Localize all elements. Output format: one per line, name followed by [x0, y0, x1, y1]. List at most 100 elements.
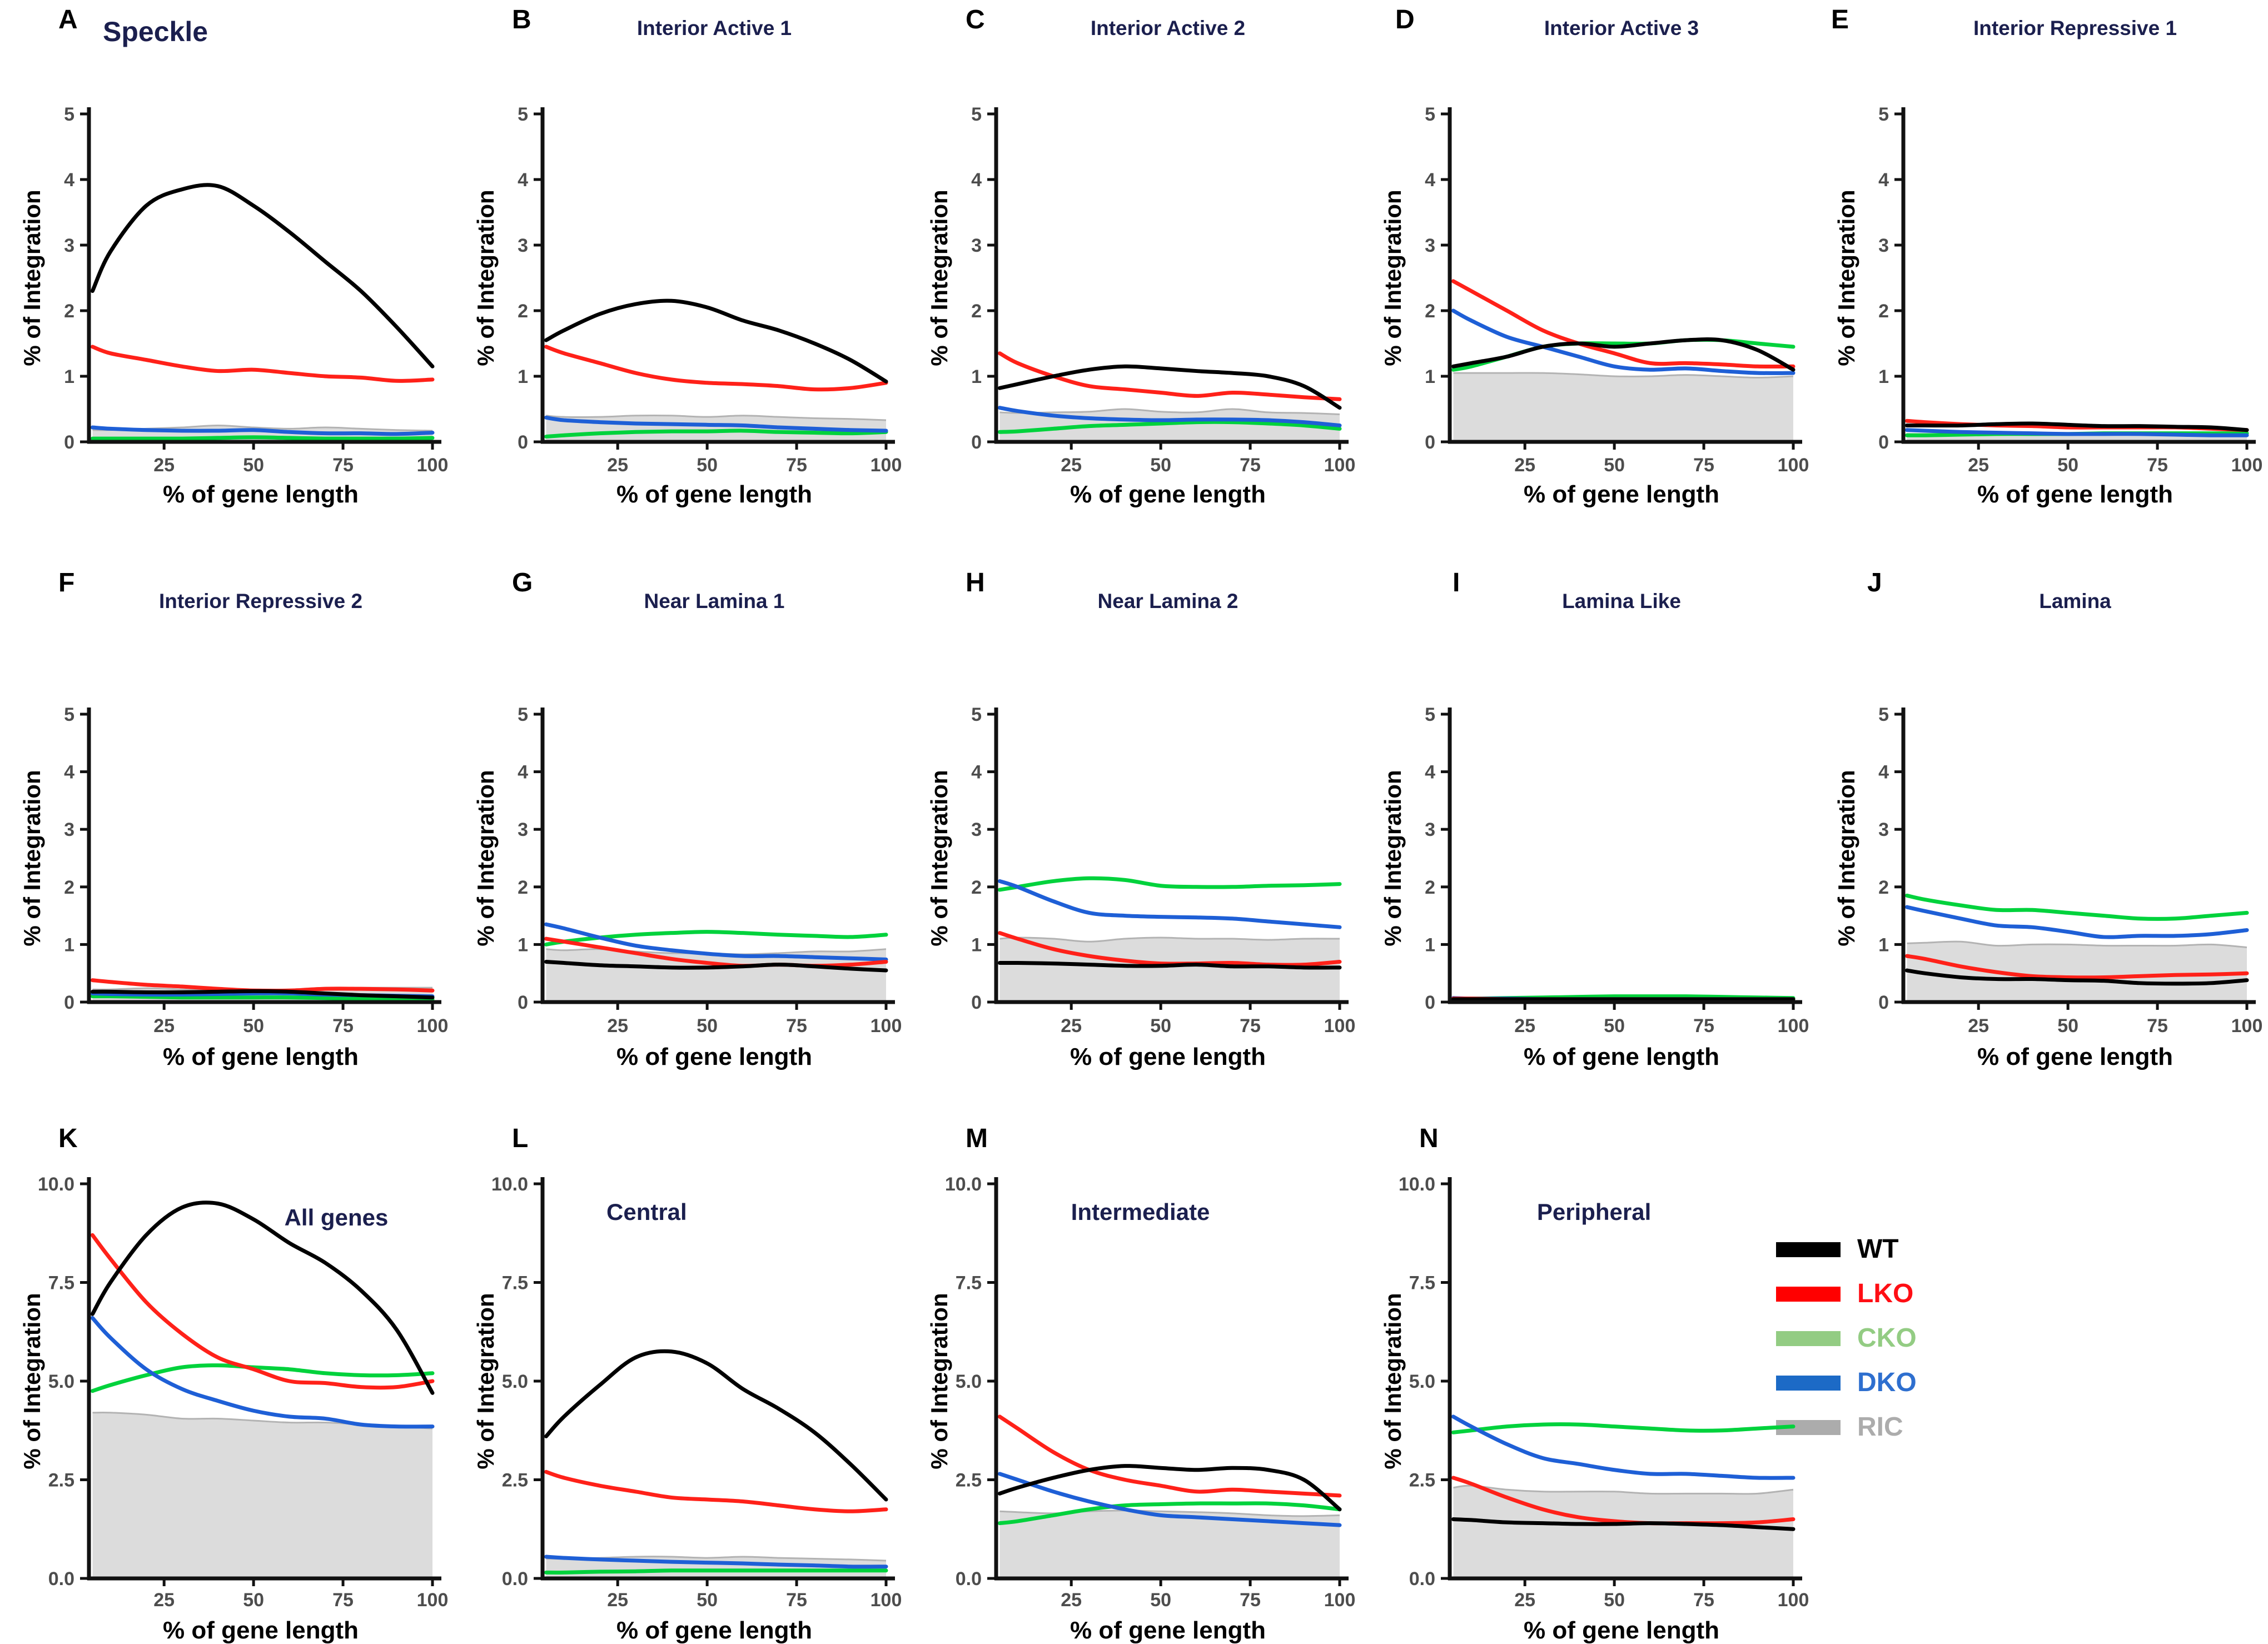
panel-title: Lamina: [2039, 590, 2111, 612]
x-tick-label: 50: [1150, 455, 1171, 476]
x-tick-label: 25: [1514, 1015, 1535, 1037]
series-line-dko: [1451, 308, 1796, 375]
line-chart: 0.0 2.5 5.0 7.5 10.0 25 50 75 100: [1399, 1174, 1809, 1611]
line-chart: 0 1 2 3 4 5 25 50 75 100: [1425, 704, 1809, 1037]
x-axis-label: % of gene length: [163, 1617, 359, 1644]
x-axis-label: % of gene length: [1977, 481, 2173, 508]
series-line-lko: [90, 345, 435, 383]
legend-swatch-wt: [1776, 1242, 1841, 1257]
y-tick-label: 0: [1425, 992, 1435, 1013]
x-tick-label: 50: [243, 1590, 264, 1611]
series-line-wt: [1451, 1517, 1796, 1531]
y-tick-label: 2: [1425, 301, 1435, 322]
x-axis-label: % of gene length: [616, 1617, 812, 1644]
panel-title: Lamina Like: [1562, 590, 1681, 612]
x-axis-label: % of gene length: [1524, 1043, 1719, 1070]
legend-label: WT: [1857, 1234, 1899, 1264]
series-line-dko: [544, 922, 888, 962]
x-tick-label: 100: [417, 1015, 449, 1037]
series-line-dko: [1451, 1414, 1796, 1480]
line-chart: 0.0 2.5 5.0 7.5 10.0 25 50 75 100: [491, 1174, 902, 1611]
series-line-dko: [997, 406, 1342, 427]
panel-letter: G: [512, 568, 533, 597]
ric-band: [1907, 941, 2247, 1002]
x-tick-label: 100: [417, 1590, 449, 1611]
y-tick-label: 3: [971, 819, 982, 840]
x-tick-label: 75: [332, 1590, 354, 1611]
x-tick-label: 25: [153, 455, 175, 476]
y-tick-label: 1: [518, 934, 528, 955]
y-tick-label: 3: [1425, 819, 1435, 840]
series-line-cko: [544, 1568, 888, 1575]
y-tick-label: 5.0: [956, 1371, 982, 1392]
y-tick-label: 0.0: [956, 1568, 982, 1590]
series-line-lko: [1451, 1476, 1796, 1526]
x-tick-label: 25: [1968, 1015, 1989, 1037]
x-tick-label: 50: [697, 1015, 718, 1037]
y-tick-label: 0: [1878, 432, 1889, 453]
legend-item-DKO: DKO: [1776, 1368, 1917, 1397]
ric-band: [1453, 1486, 1793, 1578]
y-tick-label: 0.0: [48, 1568, 74, 1590]
legend-swatch-dko: [1776, 1375, 1841, 1391]
series-line-lko: [997, 1414, 1342, 1498]
y-tick-label: 2: [518, 301, 528, 322]
x-tick-label: 75: [332, 1015, 354, 1037]
y-tick-label: 5.0: [48, 1371, 74, 1392]
x-tick-label: 25: [1514, 455, 1535, 476]
series-line-dko: [544, 1555, 888, 1569]
y-tick-label: 3: [1878, 819, 1889, 840]
y-tick-label: 4: [971, 762, 982, 783]
panel-K: K All genes % of Integration 0.0 2.5 5.0 7.…: [0, 1095, 454, 1644]
x-tick-label: 25: [1061, 455, 1082, 476]
x-tick-label: 25: [1514, 1590, 1535, 1611]
y-tick-label: 5: [518, 704, 528, 725]
x-tick-label: 50: [1150, 1590, 1171, 1611]
legend-swatch-cko: [1776, 1331, 1841, 1346]
x-tick-label: 75: [1240, 1015, 1261, 1037]
series-line-wt: [544, 959, 888, 973]
y-tick-label: 0: [971, 432, 982, 453]
x-axis-label: % of gene length: [163, 1043, 359, 1070]
y-tick-label: 3: [1425, 235, 1435, 256]
panel-title: Peripheral: [1536, 1199, 1652, 1225]
x-tick-label: 25: [1968, 455, 1989, 476]
y-tick-label: 4: [64, 170, 74, 191]
panel-letter: J: [1867, 568, 1882, 597]
y-tick-label: 7.5: [502, 1273, 528, 1294]
series-line-cko: [544, 429, 888, 439]
y-tick-label: 0: [971, 992, 982, 1013]
y-tick-label: 2: [971, 877, 982, 898]
x-tick-label: 50: [2057, 455, 2078, 476]
panel-title: Central: [606, 1199, 687, 1225]
legend-item-LKO: LKO: [1776, 1279, 1913, 1308]
series-line-cko: [90, 994, 435, 1002]
line-chart: 0 1 2 3 4 5 25 50 75 100: [1878, 704, 2262, 1037]
panel-E: E Interior Repressive 1 % of Integration…: [1814, 0, 2268, 547]
y-tick-label: 1: [64, 934, 74, 955]
y-tick-label: 0: [518, 432, 528, 453]
y-tick-label: 0: [518, 992, 528, 1013]
y-tick-label: 0.0: [1409, 1568, 1435, 1590]
series-line-wt: [90, 1200, 435, 1395]
y-tick-label: 3: [518, 235, 528, 256]
x-tick-label: 100: [1778, 1590, 1809, 1611]
x-axis-label: % of gene length: [1070, 1043, 1266, 1070]
series-line-lko: [90, 1233, 435, 1390]
y-tick-label: 1: [1425, 934, 1435, 955]
ric-band-edge: [1453, 372, 1794, 378]
y-tick-label: 1: [518, 366, 528, 387]
panel-letter: N: [1419, 1124, 1439, 1153]
y-tick-label: 2: [1878, 877, 1889, 898]
series-line-cko: [1451, 1422, 1796, 1434]
legend-item-CKO: CKO: [1776, 1324, 1917, 1353]
series-line-cko: [997, 876, 1342, 892]
x-tick-label: 25: [1061, 1590, 1082, 1611]
series-line-lko: [544, 345, 888, 392]
panel-letter: A: [58, 5, 78, 34]
x-tick-label: 25: [153, 1015, 175, 1037]
